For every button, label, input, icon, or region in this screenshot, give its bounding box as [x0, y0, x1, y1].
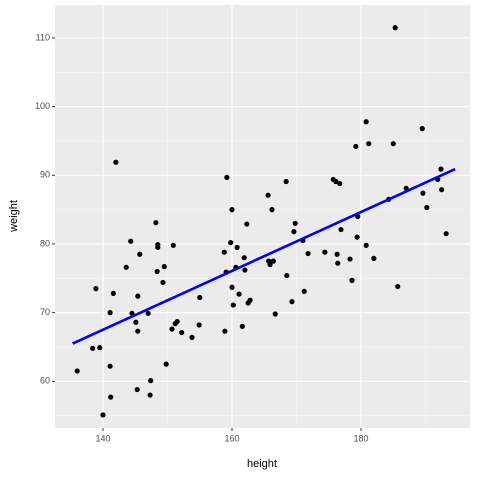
point: [128, 238, 134, 244]
point: [170, 242, 176, 248]
point: [155, 244, 161, 251]
point: [284, 272, 290, 279]
point: [137, 251, 143, 257]
point: [438, 166, 444, 172]
point: [148, 378, 154, 384]
point: [110, 290, 116, 297]
y-tick-label: 60: [40, 376, 50, 386]
panel: [55, 5, 470, 428]
point: [163, 361, 169, 367]
point: [189, 334, 195, 340]
point: [265, 192, 271, 198]
point: [419, 126, 425, 132]
point: [420, 190, 426, 196]
point: [154, 268, 160, 275]
point: [363, 119, 369, 125]
point: [395, 283, 401, 290]
point: [244, 221, 250, 227]
point: [145, 310, 151, 316]
point: [333, 178, 339, 185]
point: [107, 363, 113, 369]
point: [242, 267, 248, 273]
y-axis-title: weight: [8, 200, 20, 233]
point: [283, 178, 289, 185]
point: [97, 345, 103, 351]
point: [179, 329, 185, 336]
point: [269, 207, 275, 213]
point: [107, 310, 113, 316]
point: [197, 294, 203, 301]
point: [108, 394, 114, 400]
point: [354, 234, 360, 240]
x-axis-title: height: [247, 458, 277, 470]
point: [390, 141, 396, 147]
point: [230, 302, 236, 308]
point: [347, 256, 353, 262]
fit-line: [72, 167, 456, 345]
point: [135, 328, 141, 334]
point: [239, 323, 245, 329]
point: [371, 255, 377, 261]
point: [353, 143, 359, 150]
point: [443, 231, 449, 237]
point: [439, 187, 445, 193]
point: [229, 284, 235, 290]
point: [241, 255, 247, 261]
x-tick-label: 160: [224, 433, 239, 443]
point: [234, 244, 240, 251]
point: [160, 279, 166, 286]
x-tick-label: 180: [353, 433, 368, 443]
y-tick-label: 100: [35, 101, 50, 111]
y-tick-label: 80: [40, 238, 50, 248]
point: [161, 264, 167, 270]
y-tick-label: 110: [36, 32, 50, 42]
point: [335, 260, 341, 266]
point: [74, 368, 80, 374]
point: [292, 220, 298, 226]
point: [90, 345, 96, 351]
point: [229, 207, 235, 213]
point: [363, 242, 369, 248]
point: [392, 25, 398, 31]
point: [224, 174, 230, 180]
point: [174, 318, 180, 325]
point: [272, 311, 278, 317]
point: [113, 159, 119, 165]
point: [134, 386, 140, 393]
point: [337, 180, 343, 187]
point: [267, 261, 273, 268]
point: [322, 249, 328, 255]
point: [228, 239, 234, 246]
y-tick-label: 70: [40, 307, 50, 317]
point: [338, 226, 344, 233]
point: [289, 299, 295, 305]
point: [93, 286, 99, 292]
point: [100, 412, 106, 418]
point: [366, 141, 372, 147]
point: [221, 249, 227, 255]
point: [135, 293, 141, 299]
point: [247, 297, 253, 303]
point: [349, 277, 355, 283]
point: [424, 204, 430, 211]
point: [123, 264, 129, 270]
point: [334, 251, 340, 257]
point: [291, 229, 297, 235]
point: [153, 220, 159, 226]
point: [305, 250, 311, 257]
point: [196, 322, 202, 328]
point: [301, 288, 307, 294]
point: [222, 328, 228, 334]
point: [236, 291, 242, 297]
x-tick-label: 140: [95, 433, 110, 443]
point: [169, 326, 175, 332]
point: [270, 258, 276, 264]
point: [147, 392, 153, 398]
y-tick-label: 90: [40, 170, 50, 180]
point: [133, 319, 139, 325]
